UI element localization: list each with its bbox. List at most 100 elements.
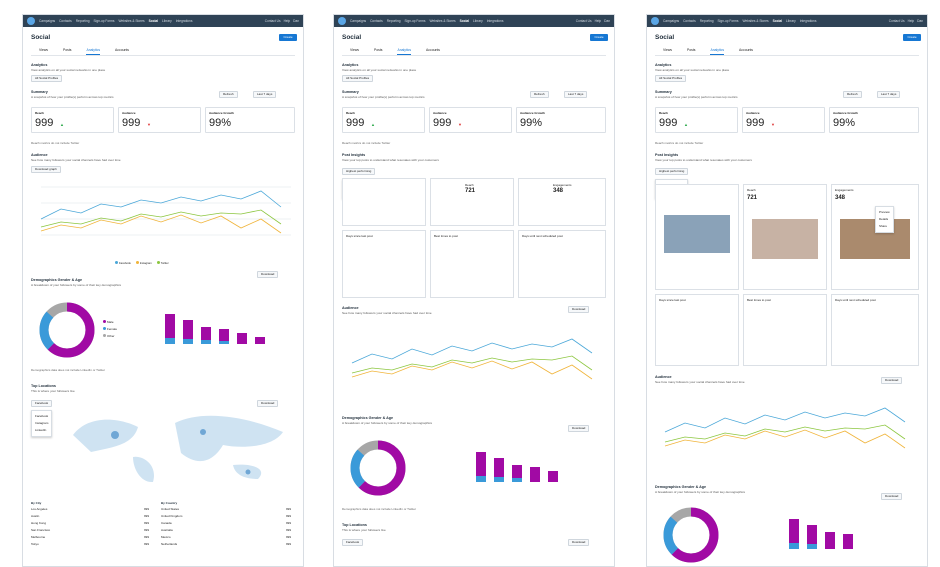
days-since-card-3: Days since last post <box>655 294 739 366</box>
audience-line-chart-2 <box>351 338 593 380</box>
gender-donut-chart-3 <box>663 507 719 563</box>
locations-download-button[interactable]: Download <box>257 400 279 407</box>
nav-campaigns[interactable]: Campaigns <box>39 19 56 23</box>
analytics-sub-2: View analytics on all your social networ… <box>342 68 417 72</box>
network-menu: Facebook Instagram LinkedIn <box>31 410 53 437</box>
network-dropdown[interactable]: Facebook <box>31 400 53 407</box>
days-since-card: Days since last post <box>342 230 426 298</box>
nav2-social[interactable]: Social <box>459 19 470 23</box>
nav2-contacts[interactable]: Contacts <box>370 19 383 23</box>
menu-instagram[interactable]: Instagram <box>35 421 49 425</box>
nav2-campaigns[interactable]: Campaigns <box>350 19 367 23</box>
menu-details[interactable]: Details <box>879 217 889 221</box>
audience-line-chart-3 <box>664 407 906 449</box>
audience-sub: See how many followers your social chann… <box>31 158 121 162</box>
create-button-3[interactable]: Create <box>903 34 921 41</box>
profiles-dropdown-2[interactable]: All Social Profiles <box>342 75 374 82</box>
post-insights-heading: Post Insights <box>342 153 366 157</box>
summary-heading-3: Summary <box>655 90 672 94</box>
post-card-2[interactable]: Reach 721 <box>430 178 514 226</box>
summary-sub-2: A snapshot of how your profile(s) perfor… <box>342 95 425 99</box>
audience-card-3: Audience 999 ▼ <box>742 107 825 133</box>
demographics-heading-2: Demographics Gender & Age <box>342 416 394 420</box>
tab-posts[interactable]: Posts <box>62 48 72 52</box>
range-dropdown[interactable]: Last 7 days <box>253 91 277 98</box>
reach-label: Reach <box>35 111 45 115</box>
menu-facebook[interactable]: Facebook <box>35 414 49 418</box>
tab-accounts[interactable]: Accounts <box>115 48 129 52</box>
performance-dropdown-3[interactable]: Highest performing <box>655 168 689 175</box>
days-until-card-3: Days until next scheduled post <box>831 294 919 366</box>
analytics-heading-3: Analytics <box>655 63 672 67</box>
nav-social[interactable]: Social <box>148 19 159 23</box>
post-preview-card-1[interactable] <box>655 184 739 290</box>
profiles-dropdown-3[interactable]: All Social Profiles <box>655 75 687 82</box>
nav2-library[interactable]: Library <box>473 19 483 23</box>
page-title-3: Social <box>655 34 675 41</box>
download-graph-button[interactable]: Download graph <box>31 166 61 173</box>
tabs-3: Views Posts Analytics Accounts <box>655 48 919 56</box>
post-preview-card-2[interactable]: Reach 721 <box>743 184 827 290</box>
audience-sub-3: See how many followers your social chann… <box>655 380 745 384</box>
nav-integrations[interactable]: Integrations <box>175 19 193 23</box>
refresh-button-2[interactable]: Refresh <box>530 91 549 98</box>
age-bar-chart-2 <box>476 452 558 482</box>
analytics-panel-3: Campaigns Contacts Reporting Sign-up Forms W… <box>646 14 928 567</box>
refresh-button-3[interactable]: Refresh <box>843 91 862 98</box>
user-menu[interactable]: Dan <box>293 19 299 23</box>
download-button[interactable]: Download <box>257 271 279 278</box>
profiles-dropdown[interactable]: All Social Profiles <box>31 75 63 82</box>
country-list: United States 999 United Kingdom 999 Canada 9… <box>161 507 291 546</box>
post-card-3[interactable]: Engagements 348 <box>518 178 606 226</box>
download-button-2[interactable]: Download <box>568 306 590 313</box>
nav-reporting[interactable]: Reporting <box>75 19 90 23</box>
line-legend: Facebook Instagram Twitter <box>115 261 169 265</box>
followers-world-map <box>73 415 283 483</box>
city-list: Los Angeles 999 Austin 999 Hong Kong 999 San F… <box>31 507 149 546</box>
audience-card-2: Audience 999 ▼ <box>429 107 512 133</box>
nav-contacts[interactable]: Contacts <box>59 19 72 23</box>
nav2-signup[interactable]: Sign-up Forms <box>404 19 426 23</box>
tab-analytics[interactable]: Analytics <box>86 48 101 55</box>
create-button-2[interactable]: Create <box>590 34 608 41</box>
analytics-heading: Analytics <box>31 63 48 67</box>
reach-note-2: Reach metrics do not include Twitter <box>342 141 391 145</box>
performance-dropdown[interactable]: Highest performing <box>342 168 376 175</box>
range-dropdown-3[interactable]: Last 7 days <box>877 91 901 98</box>
by-country-heading: By Country <box>161 501 178 505</box>
demographics-note: Demographics data does not include Linke… <box>31 368 105 372</box>
tabs-2: Views Posts Analytics Accounts <box>342 48 606 56</box>
nav2-websites[interactable]: Websites & Stores <box>429 19 456 23</box>
reach-card: Reach 999 ▲ <box>31 107 114 133</box>
menu-linkedin[interactable]: LinkedIn <box>35 428 47 432</box>
network-dropdown-2[interactable]: Facebook <box>342 539 364 546</box>
locations-download-button-2[interactable]: Download <box>568 539 590 546</box>
analytics-panel-2: Campaigns Contacts Reporting Sign-up Forms W… <box>333 14 615 567</box>
nav-websites[interactable]: Websites & Stores <box>118 19 145 23</box>
reach-value: 999 <box>35 117 54 129</box>
download-button-4[interactable]: Download <box>881 377 903 384</box>
nav-signup[interactable]: Sign-up Forms <box>93 19 115 23</box>
page-title-2: Social <box>342 34 362 41</box>
refresh-button[interactable]: Refresh <box>219 91 238 98</box>
range-dropdown-2[interactable]: Last 7 days <box>564 91 588 98</box>
summary-sub-3: A snapshot of how your profile(s) perfor… <box>655 95 738 99</box>
post-card-1[interactable] <box>342 178 426 226</box>
nav2-integrations[interactable]: Integrations <box>486 19 504 23</box>
reach-card-3: Reach 999 ▲ <box>655 107 738 133</box>
top-nav-2: Campaigns Contacts Reporting Sign-up Forms W… <box>334 15 614 27</box>
download-button-3[interactable]: Download <box>568 425 590 432</box>
post-preview-card-3[interactable]: Engagements 348 <box>831 184 919 290</box>
create-button[interactable]: Create <box>279 34 297 41</box>
nav-library[interactable]: Library <box>162 19 172 23</box>
menu-share[interactable]: Share <box>879 224 888 228</box>
nav2-reporting[interactable]: Reporting <box>386 19 401 23</box>
locations-sub-2: This is where your followers live <box>342 528 386 532</box>
download-button-5[interactable]: Download <box>881 493 903 500</box>
contact-link[interactable]: Contact Us <box>264 19 281 23</box>
menu-preview[interactable]: Preview <box>879 210 890 214</box>
help-link[interactable]: Help <box>283 19 291 23</box>
tab-views[interactable]: Views <box>39 48 48 52</box>
post-actions-menu: Preview Details Share <box>875 206 894 233</box>
summary-heading-2: Summary <box>342 90 359 94</box>
